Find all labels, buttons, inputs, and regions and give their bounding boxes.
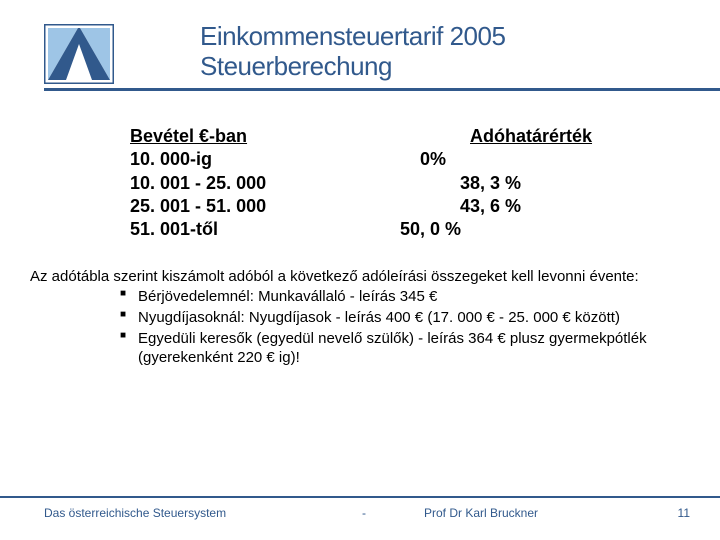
slide-footer: Das österreichische Steuersystem - Prof …	[0, 496, 720, 520]
table-range: 25. 001 - 51. 000	[130, 195, 380, 218]
slide-title-line2: Steuerberechung	[200, 52, 720, 82]
body-copy: Az adótábla szerint kiszámolt adóból a k…	[30, 268, 702, 368]
list-item: Nyugdíjasoknál: Nyugdíjasok - leírás 400…	[120, 309, 702, 328]
brand-logo	[44, 24, 114, 84]
table-header-right: Adóhatárérték	[470, 126, 592, 146]
footer-left: Das österreichische Steuersystem	[44, 506, 304, 520]
table-header-left: Bevétel €-ban	[130, 126, 247, 146]
table-range: 10. 001 - 25. 000	[130, 172, 380, 195]
page-number: 11	[678, 506, 690, 520]
table-range: 10. 000-ig	[130, 148, 380, 171]
list-item: Egyedüli keresők (egyedül nevelő szülők)…	[120, 330, 702, 368]
footer-author: Prof Dr Karl Bruckner	[424, 506, 644, 520]
slide-title-line1: Einkommensteuertarif 2005	[200, 22, 720, 52]
table-rate: 43, 6 %	[460, 195, 521, 218]
table-rate: 38, 3 %	[460, 172, 521, 195]
list-item: Bérjövedelemnél: Munkavállaló - leírás 3…	[120, 288, 702, 307]
bullet-list: Bérjövedelemnél: Munkavállaló - leírás 3…	[120, 288, 702, 367]
tax-rate-table: Bevétel €-ban Adóhatárérték 10. 000-ig 0…	[130, 125, 720, 242]
table-rate: 50, 0 %	[400, 218, 461, 241]
title-divider	[44, 88, 720, 91]
footer-separator: -	[304, 506, 424, 520]
table-range: 51. 001-től	[130, 218, 380, 241]
table-rate: 0%	[420, 148, 446, 171]
lead-line: Az adótábla szerint kiszámolt adóból a k…	[30, 268, 639, 285]
